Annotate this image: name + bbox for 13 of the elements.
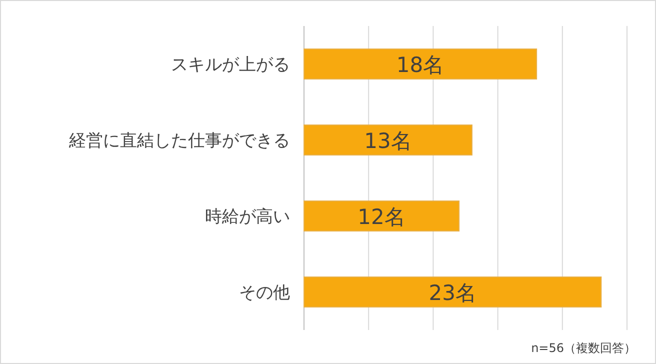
y-tick-label: スキルが上がる	[171, 55, 290, 75]
data-label: 23名	[428, 281, 476, 305]
data-label: 12名	[358, 205, 406, 229]
bar	[304, 200, 460, 232]
text: n=56（複数回答）	[531, 341, 636, 355]
data-label: 13名	[364, 129, 412, 153]
y-tick-label: 経営に直結した仕事ができる	[68, 131, 290, 151]
y-tick-label: 時給が高い	[205, 207, 290, 227]
data-label: 18名	[396, 53, 444, 77]
y-tick-label: その他	[239, 283, 290, 303]
bar	[304, 48, 538, 80]
bar	[304, 276, 602, 308]
bar	[304, 124, 472, 156]
